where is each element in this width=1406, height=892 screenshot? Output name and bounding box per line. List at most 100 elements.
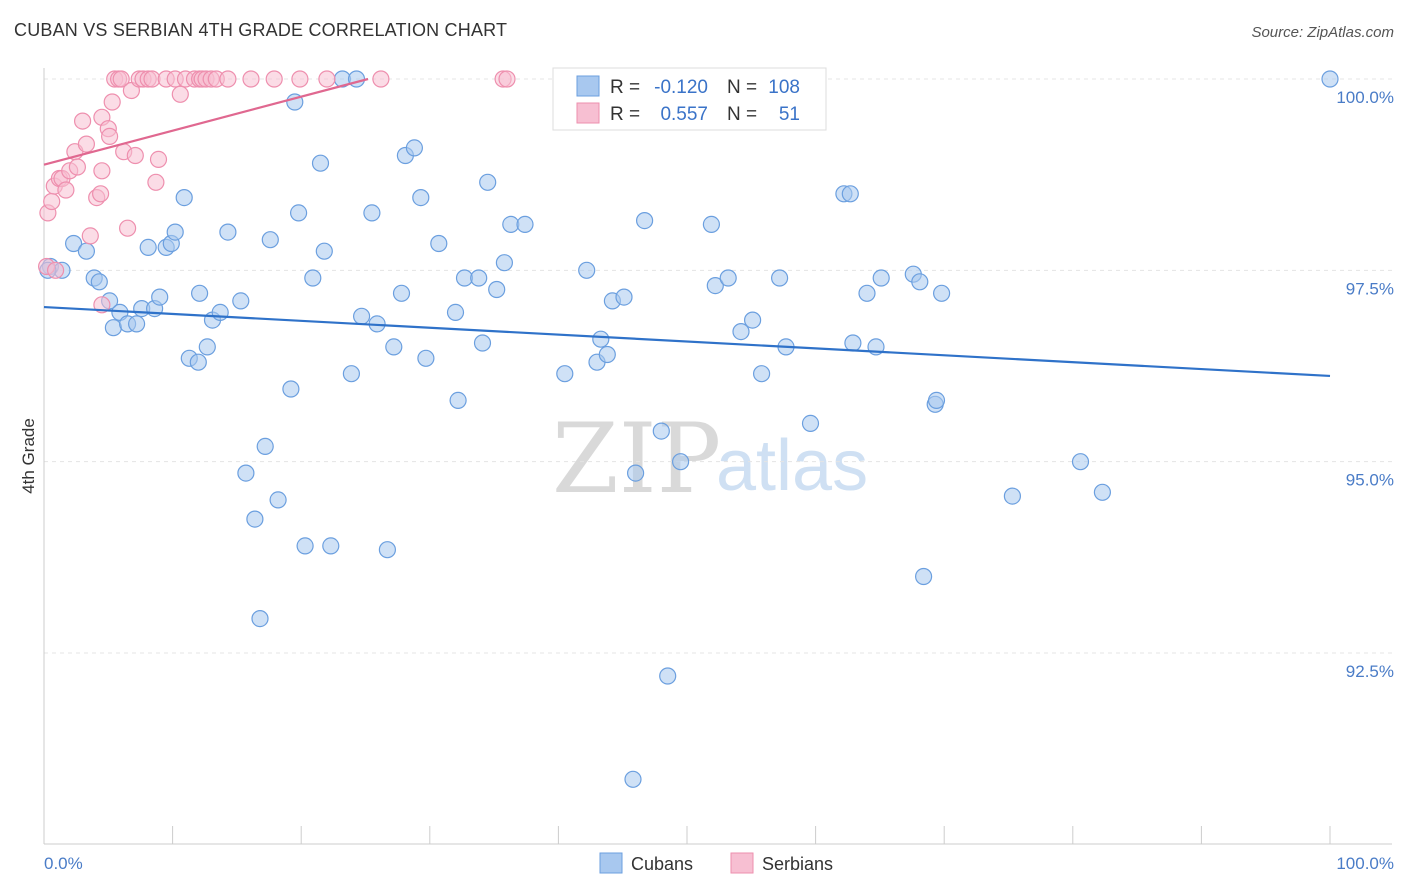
serbians-n-label: N = xyxy=(727,104,757,125)
bottom-legend: Cubans Serbians xyxy=(599,852,833,874)
cubans-point-10 xyxy=(128,315,146,333)
cubans-point-51 xyxy=(405,139,423,157)
y-tick-label-1: 97.5% xyxy=(1346,279,1394,298)
cubans-point-25 xyxy=(219,223,237,241)
serbians-point-26 xyxy=(118,219,137,237)
cubans-point-62 xyxy=(495,254,513,272)
cubans-n-value: 108 xyxy=(768,77,800,98)
cubans-point-100 xyxy=(1071,453,1090,471)
cubans-point-63 xyxy=(502,215,520,233)
serbians-point-2 xyxy=(43,192,61,211)
cubans-point-75 xyxy=(652,422,670,440)
cubans-point-79 xyxy=(706,277,724,295)
bottom-legend-cubans-label: Cubans xyxy=(631,854,693,874)
cubans-point-20 xyxy=(189,353,207,371)
stats-legend: R = -0.120 N = 108 R = 0.557 N = 51 xyxy=(552,67,827,131)
cubans-point-52 xyxy=(412,189,430,207)
cubans-point-78 xyxy=(702,215,721,233)
serbians-point-17 xyxy=(93,296,111,314)
serbians-point-10 xyxy=(68,158,87,176)
cubans-point-83 xyxy=(752,365,771,383)
cubans-point-47 xyxy=(378,541,396,559)
serbians-point-12 xyxy=(77,135,96,153)
serbians-point-34 xyxy=(149,150,168,168)
serbians-r-label: R = xyxy=(610,104,640,125)
bottom-legend-serbians-swatch xyxy=(730,852,754,874)
cubans-point-92 xyxy=(872,269,890,287)
cubans-point-94 xyxy=(911,273,929,291)
cubans-point-95 xyxy=(914,567,933,586)
cubans-point-97 xyxy=(927,391,946,409)
watermark-atlas: atlas xyxy=(716,426,868,506)
serbians-point-28 xyxy=(126,146,144,165)
cubans-point-26 xyxy=(232,292,250,310)
cubans-point-74 xyxy=(635,212,654,230)
y-tick-label-0: 100.0% xyxy=(1336,88,1394,107)
cubans-point-5 xyxy=(90,273,108,291)
cubans-point-22 xyxy=(198,338,216,356)
cubans-r-value: -0.120 xyxy=(654,77,708,98)
cubans-point-82 xyxy=(743,311,762,329)
serbians-point-46 xyxy=(242,70,260,88)
cubans-point-66 xyxy=(578,261,596,279)
cubans-point-44 xyxy=(353,307,371,325)
serbians-point-49 xyxy=(318,70,336,88)
serbians-point-37 xyxy=(171,85,189,103)
watermark: ZIP atlas xyxy=(552,403,868,515)
cubans-point-84 xyxy=(770,269,789,287)
cubans-point-80 xyxy=(719,269,737,287)
serbians-point-21 xyxy=(103,93,121,111)
trend-lines xyxy=(43,77,1331,378)
cubans-legend-swatch xyxy=(576,75,600,97)
cubans-point-17 xyxy=(166,223,184,241)
cubans-point-21 xyxy=(191,284,209,302)
cubans-point-7 xyxy=(104,319,123,337)
cubans-point-28 xyxy=(246,510,264,528)
watermark-zip: ZIP xyxy=(552,403,721,515)
serbians-point-20 xyxy=(100,127,119,145)
cubans-point-24 xyxy=(211,303,229,321)
cubans-point-30 xyxy=(256,437,274,455)
serbians-point-11 xyxy=(73,112,92,130)
cubans-point-56 xyxy=(449,391,467,409)
cubans-point-40 xyxy=(322,537,340,555)
y-tick-label-3: 92.5% xyxy=(1346,662,1394,681)
cubans-point-90 xyxy=(858,284,876,302)
cubans-point-39 xyxy=(315,242,333,260)
cubans-n-label: N = xyxy=(727,77,757,98)
cubans-point-58 xyxy=(470,269,488,287)
bottom-legend-cubans-swatch xyxy=(599,852,623,874)
cubans-point-38 xyxy=(311,154,330,172)
cubans-point-37 xyxy=(304,269,322,287)
cubans-point-45 xyxy=(363,204,381,222)
cubans-point-3 xyxy=(77,242,96,260)
serbians-point-47 xyxy=(265,70,283,88)
cubans-point-32 xyxy=(269,491,287,509)
serbians-legend-swatch xyxy=(576,102,600,124)
serbians-point-50 xyxy=(372,70,390,88)
cubans-point-14 xyxy=(151,288,169,306)
cubans-point-31 xyxy=(261,231,279,249)
cubans-point-2 xyxy=(64,234,83,253)
cubans-point-12 xyxy=(139,238,157,256)
cubans-point-49 xyxy=(392,284,411,302)
cubans-point-81 xyxy=(732,323,750,341)
serbians-point-24 xyxy=(112,70,130,88)
cubans-point-76 xyxy=(659,667,677,685)
x-ticks xyxy=(43,826,1331,844)
cubans-point-71 xyxy=(615,288,633,306)
y-axis-label: 4th Grade xyxy=(19,418,38,494)
serbians-point-45 xyxy=(219,70,237,88)
bottom-legend-serbians-label: Serbians xyxy=(762,854,833,874)
cubans-point-42 xyxy=(342,365,360,383)
cubans-point-48 xyxy=(385,338,403,356)
cubans-point-35 xyxy=(290,204,308,222)
serbians-n-value: 51 xyxy=(779,104,800,125)
cubans-point-61 xyxy=(488,280,506,299)
cubans-point-72 xyxy=(624,770,642,788)
serbians-point-33 xyxy=(147,173,165,191)
cubans-point-98 xyxy=(932,284,951,302)
cubans-point-68 xyxy=(592,330,610,348)
gridlines xyxy=(44,78,1392,654)
serbians-point-13 xyxy=(81,227,99,245)
